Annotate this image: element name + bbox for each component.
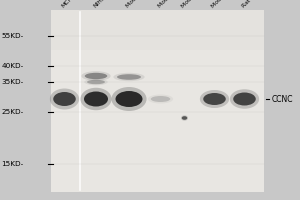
Ellipse shape — [84, 79, 108, 85]
Text: MCF7: MCF7 — [61, 0, 76, 9]
Ellipse shape — [80, 88, 112, 110]
Ellipse shape — [151, 96, 170, 102]
Ellipse shape — [116, 91, 142, 107]
Ellipse shape — [203, 93, 226, 105]
Ellipse shape — [230, 89, 259, 109]
Ellipse shape — [200, 90, 229, 108]
Text: 40KD-: 40KD- — [2, 63, 24, 69]
FancyBboxPatch shape — [51, 10, 264, 192]
Ellipse shape — [181, 115, 188, 121]
Text: 25KD-: 25KD- — [2, 109, 24, 115]
FancyBboxPatch shape — [51, 10, 264, 50]
Ellipse shape — [117, 74, 141, 80]
Ellipse shape — [85, 73, 107, 79]
Ellipse shape — [87, 80, 105, 84]
Text: Mouse liver: Mouse liver — [125, 0, 154, 9]
Ellipse shape — [53, 92, 76, 106]
Ellipse shape — [112, 87, 147, 111]
Text: 55KD-: 55KD- — [2, 33, 24, 39]
Ellipse shape — [50, 88, 79, 110]
Ellipse shape — [233, 92, 256, 106]
Ellipse shape — [113, 73, 145, 81]
Text: Mouse kidney: Mouse kidney — [211, 0, 244, 9]
Ellipse shape — [182, 116, 187, 120]
Text: Mouse lung: Mouse lung — [181, 0, 209, 9]
Text: 15KD-: 15KD- — [2, 161, 24, 167]
Text: Rat liver: Rat liver — [241, 0, 262, 9]
Text: NIH3T3: NIH3T3 — [92, 0, 112, 9]
Ellipse shape — [84, 92, 108, 106]
Text: 35KD-: 35KD- — [2, 79, 24, 85]
Text: CCNC: CCNC — [272, 95, 293, 104]
Text: Mouse brain: Mouse brain — [157, 0, 187, 9]
Ellipse shape — [148, 95, 173, 104]
Ellipse shape — [81, 71, 111, 81]
